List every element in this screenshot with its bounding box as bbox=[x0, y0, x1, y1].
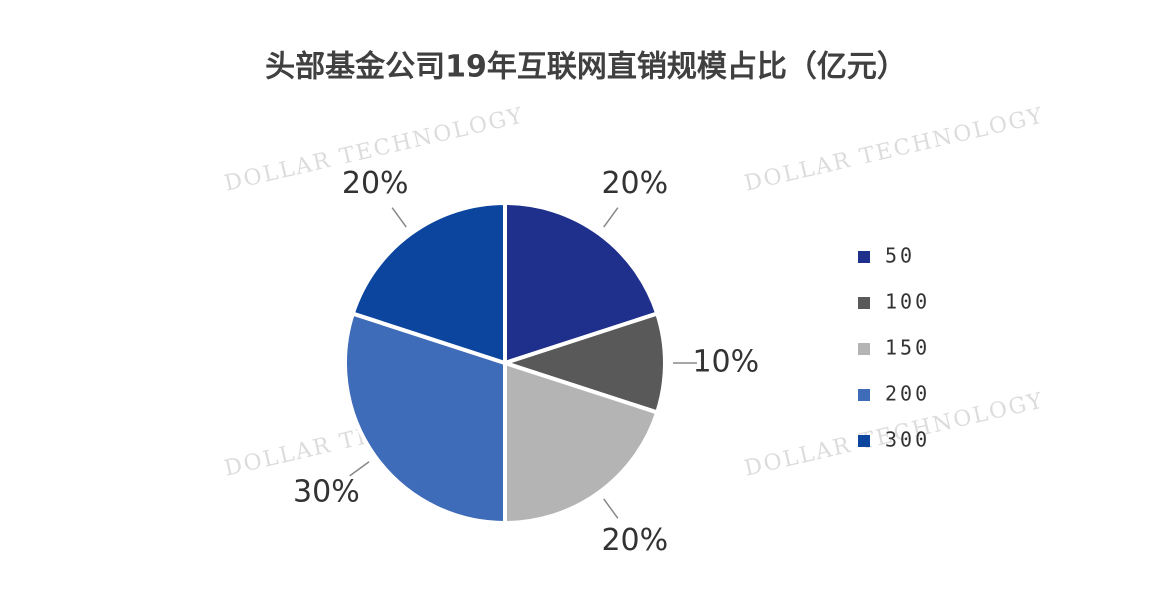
leader-line bbox=[391, 207, 407, 228]
data-label: 30% bbox=[293, 474, 360, 509]
legend-label: 100 bbox=[885, 290, 930, 314]
legend-swatch bbox=[858, 389, 870, 401]
legend-swatch bbox=[858, 297, 870, 309]
legend-swatch bbox=[858, 251, 870, 263]
legend-label: 50 bbox=[885, 244, 915, 268]
legend-swatch bbox=[858, 435, 870, 447]
leader-line bbox=[603, 498, 619, 519]
pie-slice bbox=[350, 200, 507, 366]
legend-swatch bbox=[858, 343, 870, 355]
leader-line bbox=[349, 461, 370, 477]
legend-label: 300 bbox=[885, 428, 930, 452]
pie-slice bbox=[498, 311, 667, 415]
pie-slice bbox=[503, 200, 660, 366]
data-label: 20% bbox=[601, 166, 668, 201]
chart-title: 头部基金公司19年互联网直销规模占比（亿元） bbox=[265, 50, 907, 85]
data-label: 20% bbox=[601, 523, 668, 558]
legend-label: 150 bbox=[885, 336, 930, 360]
data-label: 20% bbox=[342, 166, 409, 201]
legend-label: 200 bbox=[885, 382, 930, 406]
pie-slice bbox=[503, 360, 660, 526]
leader-line bbox=[603, 207, 619, 228]
pie-slice bbox=[343, 311, 507, 526]
data-label: 10% bbox=[692, 345, 759, 380]
